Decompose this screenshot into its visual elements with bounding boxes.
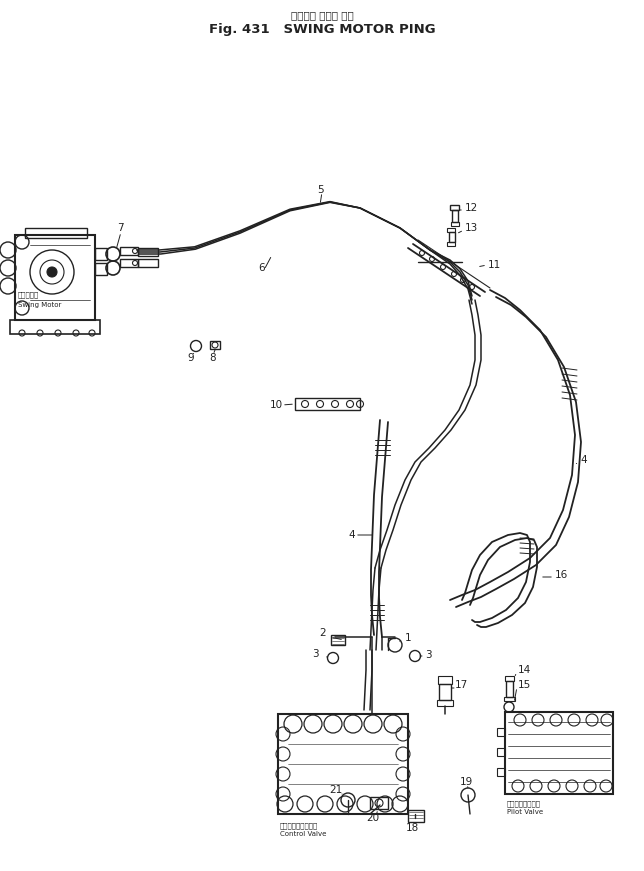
Bar — [437, 700, 453, 706]
Circle shape — [47, 267, 57, 277]
Text: パイロットバルブ: パイロットバルブ — [507, 800, 541, 807]
Bar — [505, 676, 514, 681]
Text: 10: 10 — [270, 400, 283, 410]
Bar — [506, 681, 513, 697]
Text: 4: 4 — [580, 455, 587, 465]
Bar — [451, 222, 459, 226]
Text: コントロールバルブ: コントロールバルブ — [280, 823, 318, 829]
Bar — [438, 676, 452, 684]
Text: Pilot Valve: Pilot Valve — [507, 809, 543, 815]
Bar — [450, 205, 459, 210]
Bar — [138, 248, 158, 256]
Text: Swing Motor: Swing Motor — [18, 302, 61, 308]
Text: 旋回モータ: 旋回モータ — [18, 292, 39, 298]
Bar — [278, 714, 408, 814]
Bar — [95, 263, 107, 275]
Text: 18: 18 — [405, 823, 419, 833]
Bar — [138, 259, 158, 267]
Bar — [449, 232, 455, 242]
Bar — [331, 635, 345, 645]
Bar — [15, 235, 95, 320]
Bar — [120, 259, 138, 267]
Bar — [447, 228, 455, 232]
Text: 8: 8 — [210, 353, 216, 363]
Text: 20: 20 — [366, 813, 379, 823]
Text: 1: 1 — [405, 633, 412, 643]
Text: 5: 5 — [317, 185, 324, 195]
Text: 16: 16 — [555, 570, 568, 580]
Text: スイング モータ ピン: スイング モータ ピン — [290, 10, 354, 20]
Text: 12: 12 — [465, 203, 478, 213]
Text: 17: 17 — [455, 680, 468, 690]
Text: 3: 3 — [425, 650, 431, 660]
Text: 15: 15 — [518, 680, 531, 690]
Text: 4: 4 — [348, 530, 355, 540]
Bar — [25, 228, 87, 238]
Text: Control Valve: Control Valve — [280, 831, 327, 837]
Text: 6: 6 — [258, 263, 265, 273]
Bar — [447, 242, 455, 246]
Text: 7: 7 — [117, 223, 124, 233]
Text: 11: 11 — [488, 260, 501, 270]
Bar — [370, 797, 388, 809]
Bar — [497, 768, 505, 776]
Text: 14: 14 — [518, 665, 531, 675]
Bar — [95, 248, 107, 260]
Text: 13: 13 — [465, 223, 478, 233]
Bar — [504, 697, 515, 701]
Text: 2: 2 — [319, 628, 326, 638]
Bar — [120, 247, 138, 255]
Bar — [210, 341, 220, 349]
Text: 9: 9 — [187, 353, 194, 363]
Bar — [497, 748, 505, 756]
Bar — [452, 210, 458, 222]
Bar — [408, 810, 424, 822]
Text: 19: 19 — [459, 777, 473, 787]
Text: Fig. 431   SWING MOTOR PING: Fig. 431 SWING MOTOR PING — [209, 23, 435, 36]
Text: 3: 3 — [312, 649, 319, 659]
Bar — [439, 684, 451, 700]
Bar — [10, 320, 100, 334]
Bar — [505, 712, 613, 794]
Bar — [295, 398, 360, 410]
Text: 21: 21 — [329, 785, 343, 795]
Bar — [497, 728, 505, 736]
